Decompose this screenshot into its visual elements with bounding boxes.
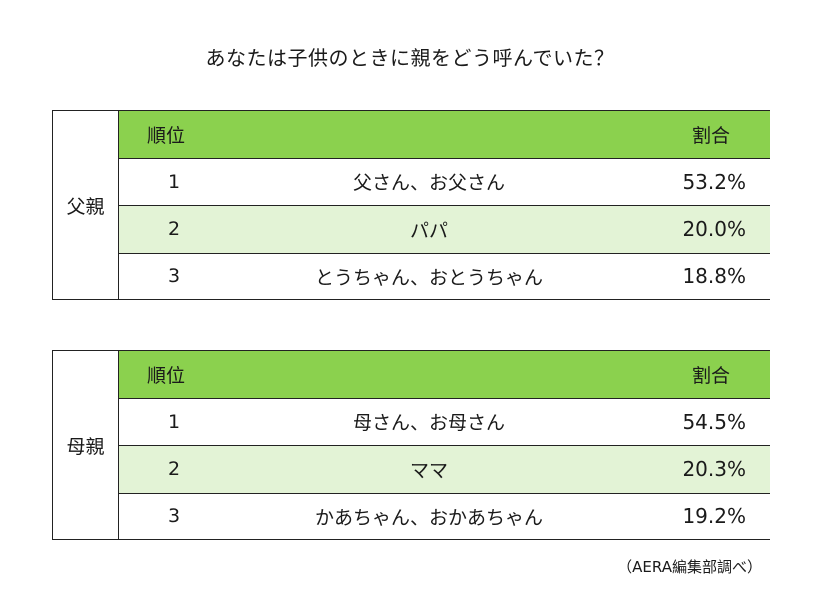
chart-title: あなたは子供のときに親をどう呼んでいた？ xyxy=(205,46,615,70)
percent-cell: 54.5% xyxy=(682,409,746,434)
name-cell: かあちゃん、おかあちゃん xyxy=(314,506,543,529)
table-row: 2 ママ 20.3% xyxy=(119,445,770,493)
group-label-mother: 母親 xyxy=(52,350,119,540)
percent-cell: 19.2% xyxy=(682,504,746,529)
header-percent: 割合 xyxy=(691,124,730,147)
rank-cell: 3 xyxy=(167,265,181,288)
table-row: 1 父さん、お父さん 53.2% xyxy=(119,157,770,205)
table-row: 1 母さん、お母さん 54.5% xyxy=(119,397,770,445)
rank-cell: 1 xyxy=(167,410,181,433)
mother-rows: 順位 割合 1 母さん、お母さん 54.5% 2 ママ 20.3% 3 かあちゃ… xyxy=(119,350,770,540)
rank-cell: 3 xyxy=(167,505,181,528)
name-cell: 父さん、お父さん xyxy=(352,172,505,195)
table-row: 3 とうちゃん、おとうちゃん 18.8% xyxy=(119,252,770,300)
table-row: 3 かあちゃん、おかあちゃん 19.2% xyxy=(119,492,770,540)
name-cell: ママ xyxy=(409,459,448,482)
rank-cell: 1 xyxy=(167,170,181,193)
name-cell: 母さん、お母さん xyxy=(352,412,505,435)
rank-cell: 2 xyxy=(167,218,181,241)
table-row: 2 パパ 20.0% xyxy=(119,205,770,253)
rank-cell: 2 xyxy=(167,458,181,481)
name-cell: パパ xyxy=(409,219,448,242)
header-rank: 順位 xyxy=(147,364,186,387)
header-rank: 順位 xyxy=(147,124,186,147)
table-header-row: 順位 割合 xyxy=(119,110,770,158)
source-note: （AERA編集部調べ） xyxy=(617,558,762,576)
father-rows: 順位 割合 1 父さん、お父さん 53.2% 2 パパ 20.0% 3 とうちゃ… xyxy=(119,110,770,300)
header-percent: 割合 xyxy=(691,364,730,387)
table-header-row: 順位 割合 xyxy=(119,350,770,398)
name-cell: とうちゃん、おとうちゃん xyxy=(314,266,543,289)
percent-cell: 53.2% xyxy=(682,169,746,194)
percent-cell: 20.3% xyxy=(682,457,746,482)
percent-cell: 20.0% xyxy=(682,217,746,242)
percent-cell: 18.8% xyxy=(682,264,746,289)
group-label-father: 父親 xyxy=(52,110,119,300)
